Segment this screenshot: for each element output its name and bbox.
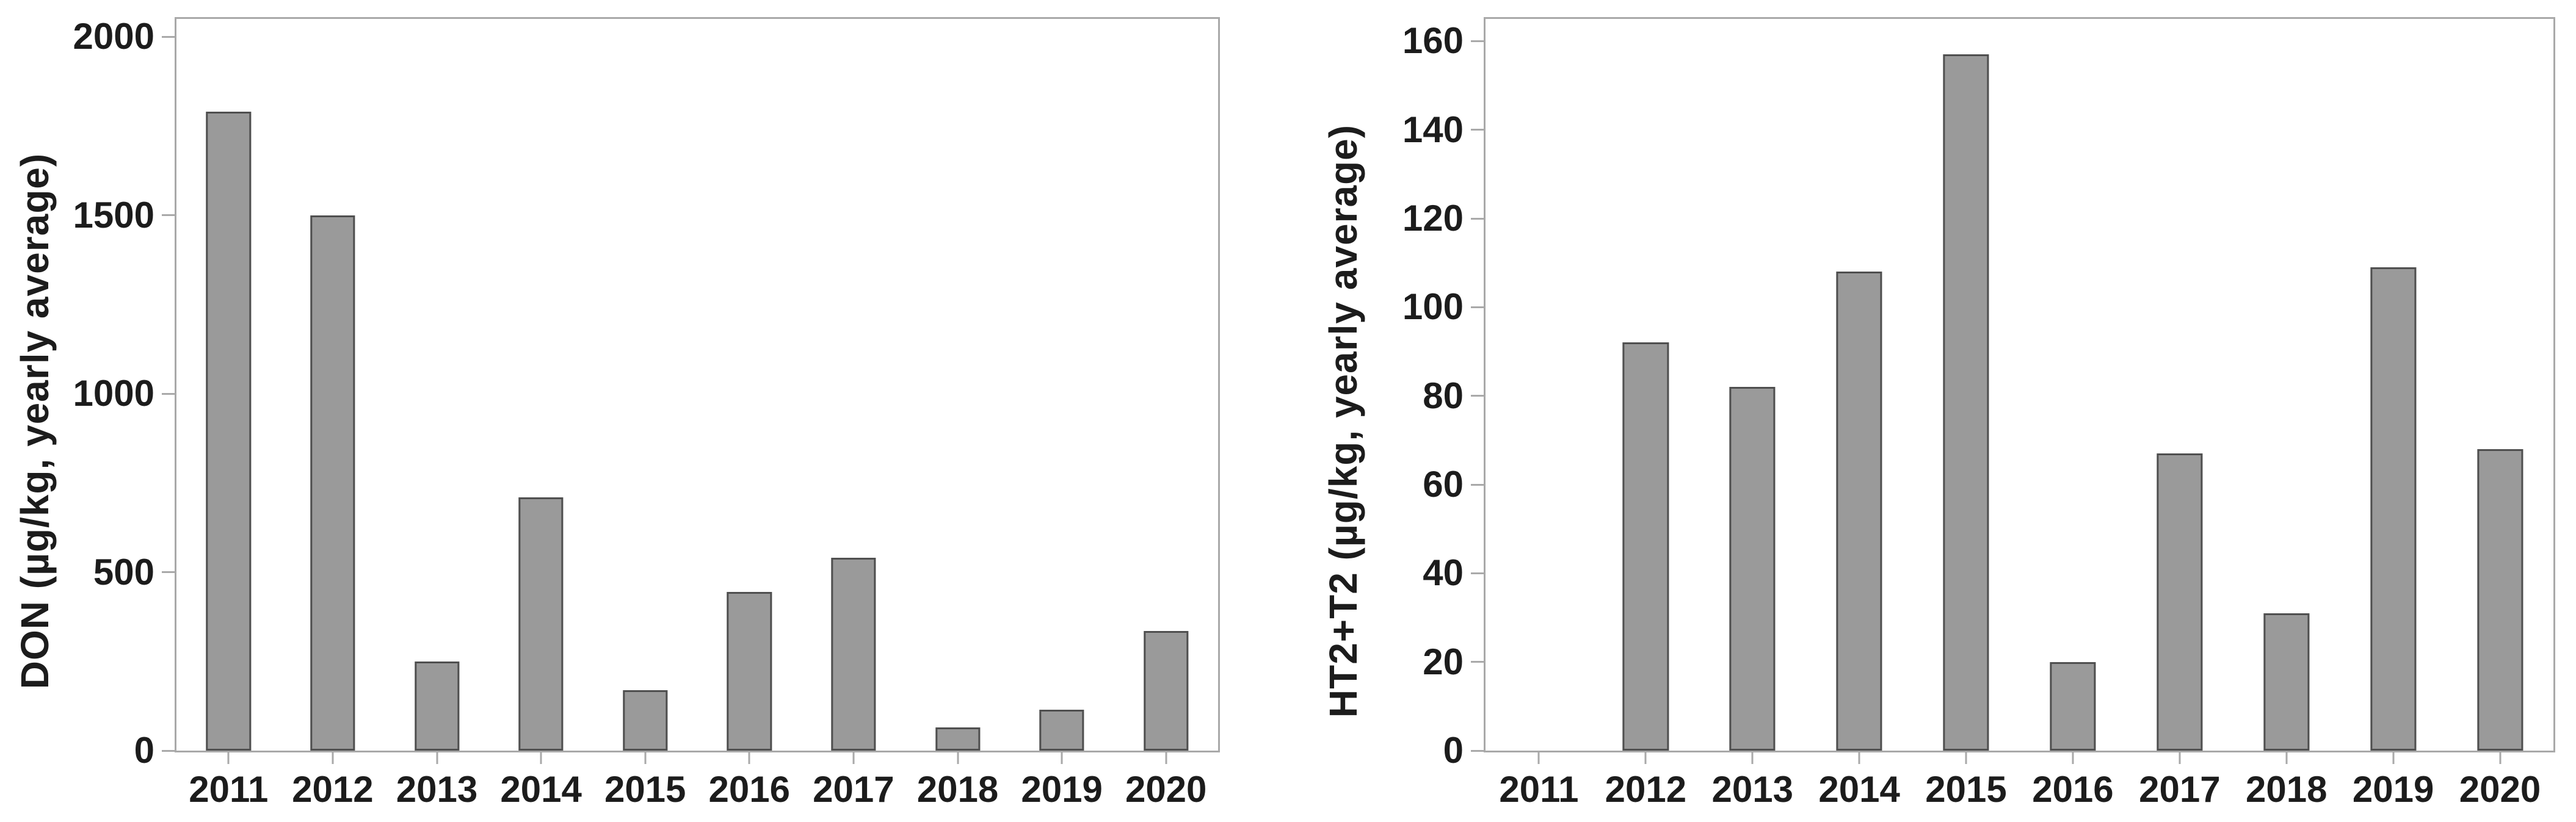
bar-2019	[2370, 267, 2417, 751]
y-tick-mark	[1471, 483, 1486, 486]
x-tick-label-2013: 2013	[396, 769, 478, 810]
y-tick-label: 0	[1443, 730, 1464, 771]
x-tick-label-2016: 2016	[708, 769, 791, 810]
x-tick-label-2015: 2015	[604, 769, 686, 810]
y-tick-label: 1500	[73, 194, 154, 236]
bar-2012	[1622, 342, 1669, 751]
bar-2016	[2050, 662, 2096, 751]
y-tick-label: 40	[1423, 552, 1464, 594]
x-tick-label-2012: 2012	[1605, 769, 1687, 810]
y-tick-mark	[162, 35, 176, 38]
x-tick-mark	[1537, 751, 1540, 764]
bar-2013	[1729, 387, 1776, 751]
x-tick-mark	[2499, 751, 2502, 764]
bar-2018	[935, 727, 981, 751]
y-tick-label: 20	[1423, 641, 1464, 682]
x-tick-label-2014: 2014	[1818, 769, 1900, 810]
bar-2014	[1836, 272, 1882, 751]
x-tick-label-2018: 2018	[916, 769, 999, 810]
y-tick-label: 80	[1423, 375, 1464, 416]
bar-2014	[518, 497, 564, 751]
bar-2018	[2263, 613, 2310, 751]
x-tick-mark	[1644, 751, 1647, 764]
bar-2011	[206, 112, 251, 751]
y-tick-mark	[1471, 661, 1486, 663]
y-tick-label: 500	[93, 551, 154, 593]
x-tick-label-2019: 2019	[2352, 769, 2434, 810]
x-tick-label-2015: 2015	[1925, 769, 2007, 810]
y-tick-label: 2000	[73, 16, 154, 57]
x-tick-label-2017: 2017	[813, 769, 894, 810]
y-tick-mark	[162, 214, 176, 217]
x-tick-mark	[1061, 751, 1063, 764]
x-tick-label-2011: 2011	[1499, 769, 1579, 810]
y-tick-mark	[1471, 395, 1486, 397]
bar-2019	[1039, 709, 1084, 751]
bar-2020	[1144, 631, 1189, 751]
y-tick-mark	[162, 392, 176, 395]
bar-2015	[1943, 54, 1989, 751]
bar-2017	[831, 558, 876, 751]
y-tick-mark	[1471, 129, 1486, 131]
x-tick-label-2012: 2012	[292, 769, 374, 810]
x-tick-label-2016: 2016	[2032, 769, 2114, 810]
x-tick-label-2014: 2014	[500, 769, 582, 810]
y-tick-mark	[1471, 572, 1486, 574]
y-tick-label: 160	[1402, 20, 1464, 62]
x-tick-mark	[2392, 751, 2395, 764]
x-tick-label-2011: 2011	[189, 769, 269, 810]
x-tick-mark	[957, 751, 959, 764]
x-tick-mark	[644, 751, 647, 764]
bar-2012	[310, 215, 355, 751]
y-tick-mark	[1471, 306, 1486, 308]
y-tick-mark	[1471, 40, 1486, 42]
y-tick-label: 100	[1402, 286, 1464, 328]
ht2t2-y-axis-title: HT2+T2 (µg/kg, yearly average)	[1321, 124, 1365, 718]
bar-2017	[2157, 453, 2203, 751]
y-tick-label: 1000	[73, 373, 154, 414]
x-tick-mark	[227, 751, 230, 764]
x-tick-mark	[332, 751, 334, 764]
y-tick-label: 60	[1423, 464, 1464, 505]
y-tick-label: 140	[1402, 109, 1464, 150]
x-tick-mark	[436, 751, 438, 764]
x-tick-mark	[2072, 751, 2074, 764]
y-tick-mark	[1471, 749, 1486, 752]
x-tick-mark	[2179, 751, 2181, 764]
x-tick-mark	[852, 751, 855, 764]
don-plot-area: 0 500 1000 1500 2000 2011 2012 2013 2014 2015 2016…	[73, 17, 1220, 808]
bar-2013	[414, 661, 460, 751]
x-tick-mark	[1165, 751, 1167, 764]
y-tick-mark	[1471, 217, 1486, 220]
x-tick-mark	[1751, 751, 1754, 764]
x-tick-label-2020: 2020	[2459, 769, 2541, 810]
y-tick-mark	[162, 571, 176, 574]
x-tick-label-2017: 2017	[2139, 769, 2221, 810]
don-y-axis-title: DON (µg/kg, yearly average)	[13, 153, 57, 690]
x-tick-mark	[1858, 751, 1860, 764]
x-tick-label-2013: 2013	[1711, 769, 1793, 810]
bar-2020	[2476, 449, 2523, 751]
x-tick-mark	[2285, 751, 2288, 764]
x-tick-label-2020: 2020	[1125, 769, 1207, 810]
y-tick-label: 120	[1402, 198, 1464, 239]
ht2t2-plot-area: 0 20 40 60 80 100 120 140 160 2011 2012 2013 2014 201…	[1402, 17, 2555, 808]
x-tick-mark	[540, 751, 542, 764]
x-tick-label-2019: 2019	[1021, 769, 1103, 810]
y-tick-mark	[162, 749, 176, 752]
bar-2015	[623, 690, 668, 751]
bar-2016	[727, 591, 772, 751]
x-tick-label-2018: 2018	[2246, 769, 2327, 810]
y-tick-label: 0	[134, 730, 154, 771]
x-tick-mark	[1965, 751, 1967, 764]
x-tick-mark	[748, 751, 750, 764]
